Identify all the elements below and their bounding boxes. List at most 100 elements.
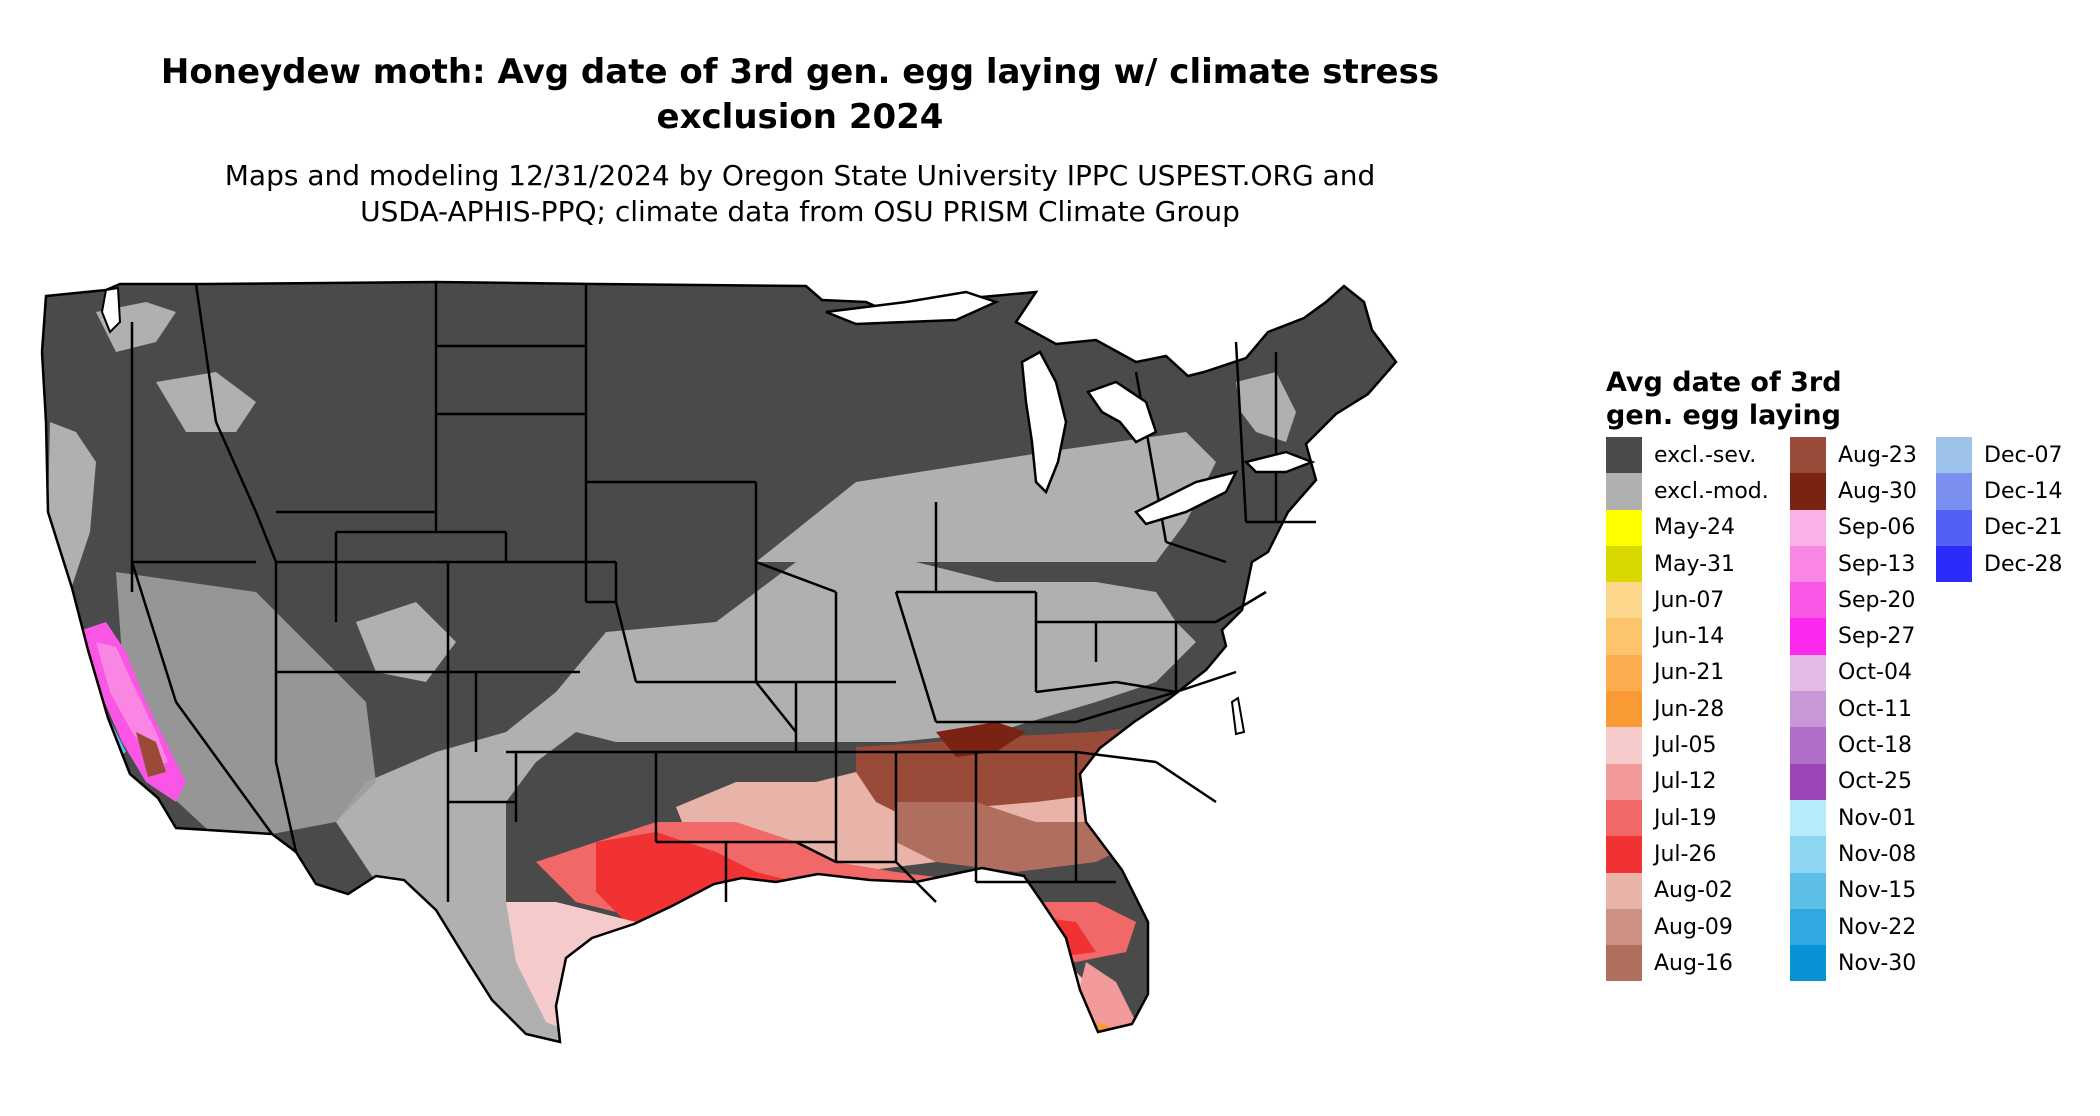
legend-item: Oct-18 bbox=[1790, 727, 1917, 764]
legend-label: Jul-05 bbox=[1654, 733, 1717, 759]
legend-item: Jun-07 bbox=[1606, 582, 1769, 619]
legend-label: Jul-19 bbox=[1654, 805, 1717, 831]
legend-item: Jun-21 bbox=[1606, 654, 1769, 692]
map-title: Honeydew moth: Avg date of 3rd gen. egg … bbox=[160, 52, 1440, 137]
legend-label: Dec-07 bbox=[1984, 442, 2063, 468]
legend-item: Aug-16 bbox=[1606, 945, 1769, 982]
legend-swatch bbox=[1606, 727, 1642, 764]
legend-label: Dec-14 bbox=[1984, 478, 2063, 504]
legend-label: excl.-mod. bbox=[1654, 478, 1769, 504]
legend-label: Nov-15 bbox=[1838, 878, 1917, 904]
legend-label: May-31 bbox=[1654, 551, 1736, 577]
legend-label: Nov-08 bbox=[1838, 841, 1917, 867]
legend: Avg date of 3rd gen. egg laying excl.-se… bbox=[1606, 366, 2086, 986]
legend-swatch bbox=[1606, 908, 1642, 946]
legend-swatch bbox=[1606, 799, 1642, 837]
legend-swatch bbox=[1606, 872, 1642, 909]
legend-swatch bbox=[1606, 618, 1642, 655]
legend-swatch bbox=[1790, 799, 1826, 837]
legend-swatch bbox=[1790, 727, 1826, 764]
legend-label: Oct-18 bbox=[1838, 733, 1912, 759]
legend-item: Jun-28 bbox=[1606, 691, 1769, 728]
legend-item: May-24 bbox=[1606, 509, 1769, 546]
legend-label: Nov-01 bbox=[1838, 805, 1917, 831]
legend-swatch bbox=[1790, 763, 1826, 800]
legend-label: May-24 bbox=[1654, 515, 1736, 541]
legend-label: Jul-12 bbox=[1654, 769, 1717, 795]
state-boundaries bbox=[40, 280, 1398, 1044]
legend-label: Oct-04 bbox=[1838, 660, 1912, 686]
water-inlets bbox=[100, 286, 1246, 736]
legend-swatch bbox=[1790, 654, 1826, 692]
legend-label: Nov-30 bbox=[1838, 950, 1917, 976]
legend-swatch bbox=[1790, 872, 1826, 909]
legend-label: Jun-28 bbox=[1654, 696, 1725, 722]
legend-label: Sep-06 bbox=[1838, 515, 1916, 541]
legend-label: Nov-22 bbox=[1838, 914, 1917, 940]
legend-title: Avg date of 3rd gen. egg laying bbox=[1606, 367, 1842, 431]
legend-label: Dec-28 bbox=[1984, 551, 2063, 577]
legend-swatch bbox=[1606, 691, 1642, 728]
legend-item: Jul-26 bbox=[1606, 836, 1769, 873]
legend-item: Jun-14 bbox=[1606, 618, 1769, 655]
legend-swatch bbox=[1790, 691, 1826, 728]
legend-item: Nov-01 bbox=[1790, 799, 1917, 837]
legend-item: Dec-21 bbox=[1936, 509, 2063, 546]
legend-label: Oct-25 bbox=[1838, 769, 1912, 795]
legend-swatch bbox=[1790, 908, 1826, 946]
legend-item: Aug-02 bbox=[1606, 872, 1769, 909]
legend-label: excl.-sev. bbox=[1654, 442, 1757, 468]
legend-label: Aug-09 bbox=[1654, 914, 1733, 940]
legend-label: Sep-20 bbox=[1838, 587, 1916, 613]
legend-swatch bbox=[1790, 473, 1826, 510]
legend-item: Oct-25 bbox=[1790, 763, 1917, 800]
legend-item: Jul-12 bbox=[1606, 763, 1769, 800]
legend-label: Oct-11 bbox=[1838, 696, 1912, 722]
legend-swatch bbox=[1936, 509, 1972, 546]
legend-item: Sep-27 bbox=[1790, 618, 1917, 655]
legend-label: Jun-14 bbox=[1654, 624, 1725, 650]
legend-swatch bbox=[1790, 509, 1826, 546]
legend-item: Sep-06 bbox=[1790, 509, 1917, 546]
legend-swatch bbox=[1606, 545, 1642, 583]
map-subtitle: Maps and modeling 12/31/2024 by Oregon S… bbox=[224, 159, 1376, 228]
legend-label: Aug-23 bbox=[1838, 442, 1917, 468]
legend-label: Jul-26 bbox=[1654, 841, 1717, 867]
legend-label: Jun-21 bbox=[1654, 660, 1725, 686]
legend-column-2: Aug-23 Aug-30 Sep-06 Sep-13 Sep-20 Sep-27 Oct-… bbox=[1790, 437, 1917, 982]
legend-item: Jul-19 bbox=[1606, 799, 1769, 837]
legend-item: Dec-07 bbox=[1936, 437, 2063, 474]
legend-item: Nov-15 bbox=[1790, 872, 1917, 909]
legend-item: Nov-30 bbox=[1790, 945, 1917, 982]
legend-item: Oct-11 bbox=[1790, 691, 1917, 728]
legend-item: Nov-22 bbox=[1790, 908, 1917, 946]
legend-swatch bbox=[1606, 836, 1642, 873]
legend-item: Dec-28 bbox=[1936, 545, 2063, 583]
legend-label: Sep-27 bbox=[1838, 624, 1916, 650]
legend-column-1: excl.-sev. excl.-mod. May-24 May-31 Jun-07 Ju… bbox=[1606, 437, 1769, 982]
legend-label: Jun-07 bbox=[1654, 587, 1725, 613]
legend-label: Dec-21 bbox=[1984, 515, 2063, 541]
legend-swatch bbox=[1936, 473, 1972, 510]
legend-swatch bbox=[1790, 618, 1826, 655]
great-lakes bbox=[825, 290, 1316, 526]
legend-swatch bbox=[1790, 437, 1826, 474]
legend-item: Sep-20 bbox=[1790, 582, 1917, 619]
legend-item: Nov-08 bbox=[1790, 836, 1917, 873]
legend-label: Aug-30 bbox=[1838, 478, 1917, 504]
legend-item: May-31 bbox=[1606, 545, 1769, 583]
legend-item: Aug-23 bbox=[1790, 437, 1917, 474]
legend-item: Dec-14 bbox=[1936, 473, 2063, 510]
legend-swatch bbox=[1606, 582, 1642, 619]
legend-swatch bbox=[1936, 437, 1972, 474]
legend-item: Aug-09 bbox=[1606, 908, 1769, 946]
legend-swatch bbox=[1606, 654, 1642, 692]
legend-item: Jul-05 bbox=[1606, 727, 1769, 764]
legend-item: Sep-13 bbox=[1790, 545, 1917, 583]
legend-item: excl.-mod. bbox=[1606, 473, 1769, 510]
legend-swatch bbox=[1606, 763, 1642, 800]
legend-label: Sep-13 bbox=[1838, 551, 1916, 577]
legend-item: Aug-30 bbox=[1790, 473, 1917, 510]
legend-swatch bbox=[1606, 437, 1642, 474]
legend-swatch bbox=[1606, 509, 1642, 546]
